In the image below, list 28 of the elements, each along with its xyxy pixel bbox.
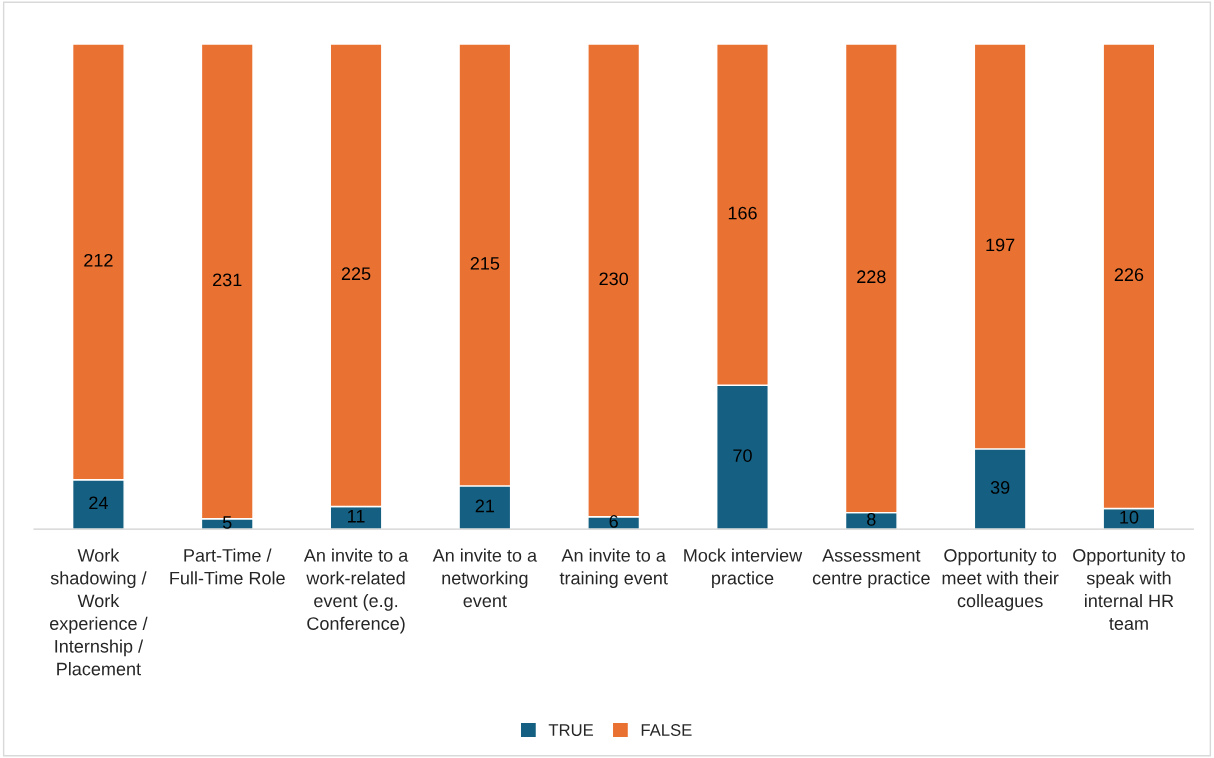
x-tick-label: An invite to a networking event	[432, 548, 538, 608]
x-tick-label: Opportunity to meet with their colleagues	[942, 548, 1059, 611]
data-label: 10	[1120, 510, 1139, 524]
data-label: 231	[213, 273, 242, 287]
data-label: 24	[89, 496, 108, 510]
data-label: 70	[733, 449, 752, 462]
data-label: 228	[857, 270, 886, 284]
x-tick-label: An invite to a training event	[559, 548, 668, 589]
x-tick-label: Opportunity to speak with internal HR team	[1073, 548, 1185, 630]
x-tick-label: Part-Time / Full-Time Role	[170, 548, 285, 585]
data-label: 226	[1114, 268, 1144, 282]
data-label: 197	[986, 238, 1015, 252]
x-tick-label: Work shadowing / Work experience / Internship / Placement	[49, 548, 148, 676]
data-label: 6	[609, 514, 618, 528]
data-label: 166	[728, 206, 757, 220]
data-label: 39	[990, 481, 1010, 494]
data-label: 21	[475, 499, 495, 513]
legend-label: TRUE	[548, 724, 594, 736]
x-tick-label: Assessment centre practice	[812, 549, 930, 589]
x-tick-label: Mock interview practice	[684, 548, 803, 589]
x-tick-label: An invite to a work-related event (e.g. Conference)	[303, 548, 409, 634]
data-label: 11	[348, 510, 365, 523]
data-label: 215	[470, 257, 500, 270]
data-label: 212	[84, 253, 113, 267]
legend-label: FALSE	[641, 724, 692, 736]
data-label: 230	[599, 272, 629, 286]
data-label: 225	[341, 267, 371, 281]
data-label: 8	[867, 512, 876, 526]
